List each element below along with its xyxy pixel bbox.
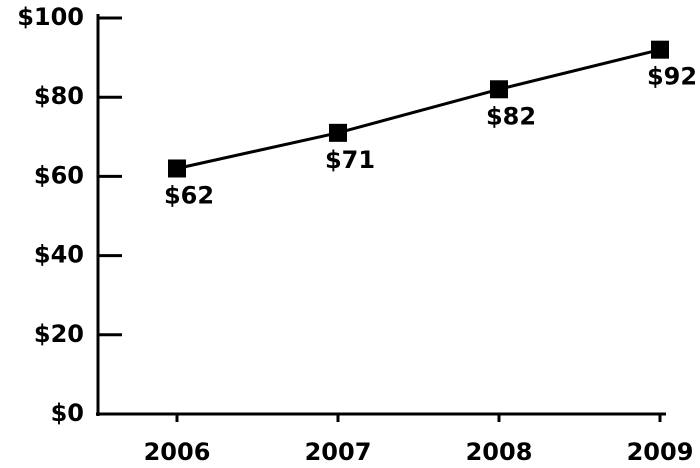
x-tick-label: 2006 (144, 438, 211, 466)
y-tick-label: $0 (51, 399, 84, 427)
marker (168, 159, 186, 178)
y-tick-label: $100 (17, 3, 84, 31)
marker (651, 40, 669, 59)
value-label: $82 (486, 102, 536, 130)
y-tick-label: $60 (34, 161, 84, 189)
value-label: $92 (647, 63, 697, 91)
x-tick-label: 2007 (305, 438, 372, 466)
y-tick-label: $20 (34, 320, 84, 348)
x-tick-label: 2009 (627, 438, 694, 466)
marker (490, 80, 508, 99)
y-tick-label: $80 (34, 82, 84, 110)
value-label: $71 (325, 146, 375, 174)
y-tick-label: $40 (34, 241, 84, 269)
line (176, 48, 661, 170)
marker (329, 123, 347, 142)
value-label: $62 (164, 181, 214, 209)
x-tick-label: 2008 (466, 438, 533, 466)
